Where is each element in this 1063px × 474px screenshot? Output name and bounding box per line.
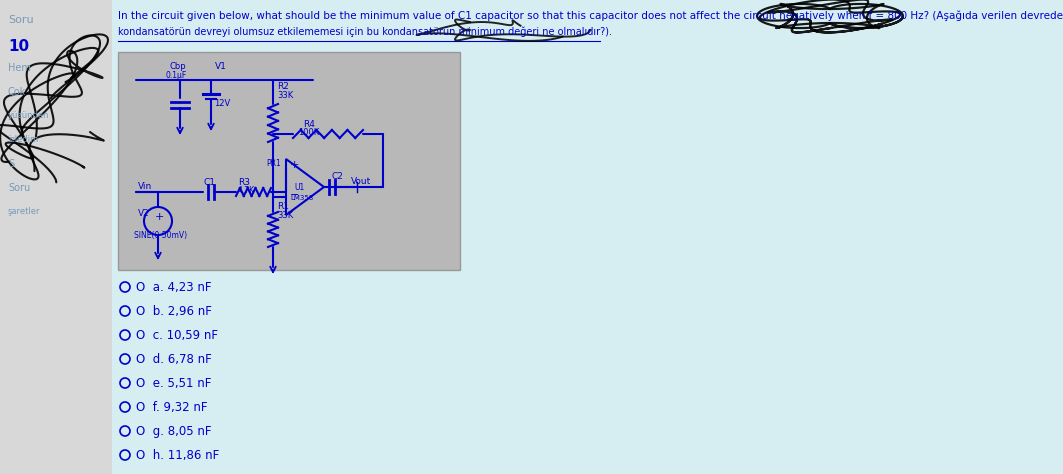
Text: R1: R1 <box>277 202 289 211</box>
Text: −: − <box>290 190 300 200</box>
Text: S: S <box>9 159 14 169</box>
Text: O  a. 4,23 nF: O a. 4,23 nF <box>136 281 212 294</box>
Text: Vout: Vout <box>351 177 371 186</box>
Text: In the circuit given below, what should be the minimum value of C1 capacitor so : In the circuit given below, what should … <box>118 10 1063 20</box>
Text: Hem: Hem <box>9 63 31 73</box>
Bar <box>118 52 460 270</box>
Text: V1: V1 <box>215 62 226 71</box>
Text: C1: C1 <box>203 178 215 187</box>
Text: +: + <box>155 212 165 222</box>
Text: Çok: Çok <box>9 87 27 97</box>
Text: R3: R3 <box>238 178 250 187</box>
Text: O  h. 11,86 nF: O h. 11,86 nF <box>136 449 219 462</box>
Text: SINE(0 50mV): SINE(0 50mV) <box>134 231 187 240</box>
Text: 12V: 12V <box>214 99 231 108</box>
Text: 100K: 100K <box>298 128 319 137</box>
Text: izledim: izledim <box>9 135 38 144</box>
Text: Vin: Vin <box>138 182 152 191</box>
Text: Soru: Soru <box>9 183 30 193</box>
Text: C2: C2 <box>331 172 343 181</box>
Text: O  g. 8,05 nF: O g. 8,05 nF <box>136 425 212 438</box>
Text: 33K: 33K <box>277 91 293 100</box>
Text: Soru: Soru <box>9 15 34 25</box>
Text: PR1: PR1 <box>266 159 281 168</box>
Text: R2: R2 <box>277 82 289 91</box>
Bar <box>0 0 112 474</box>
Text: Cbp: Cbp <box>170 62 187 71</box>
Text: kondansatörün devreyi olumsuz etkilememesi için bu kondansatörün minimum değeri : kondansatörün devreyi olumsuz etkilememe… <box>118 26 612 36</box>
Text: yüzünden: yüzünden <box>9 111 50 120</box>
Text: 33K: 33K <box>277 211 293 220</box>
Text: +: + <box>290 160 300 170</box>
Text: şaretler: şaretler <box>9 207 40 216</box>
Text: U1: U1 <box>294 183 304 192</box>
Text: R4: R4 <box>303 120 315 129</box>
Text: O  d. 6,78 nF: O d. 6,78 nF <box>136 353 212 366</box>
Text: O  e. 5,51 nF: O e. 5,51 nF <box>136 377 212 390</box>
Text: O  c. 10,59 nF: O c. 10,59 nF <box>136 329 218 342</box>
Text: LM358: LM358 <box>290 195 314 201</box>
Text: O  b. 2,96 nF: O b. 2,96 nF <box>136 305 212 318</box>
Text: 10: 10 <box>9 39 29 54</box>
Text: 4.7K: 4.7K <box>238 186 255 195</box>
Text: 0.1μF: 0.1μF <box>166 71 187 80</box>
Text: O  f. 9,32 nF: O f. 9,32 nF <box>136 401 207 414</box>
Text: V2: V2 <box>138 209 150 218</box>
